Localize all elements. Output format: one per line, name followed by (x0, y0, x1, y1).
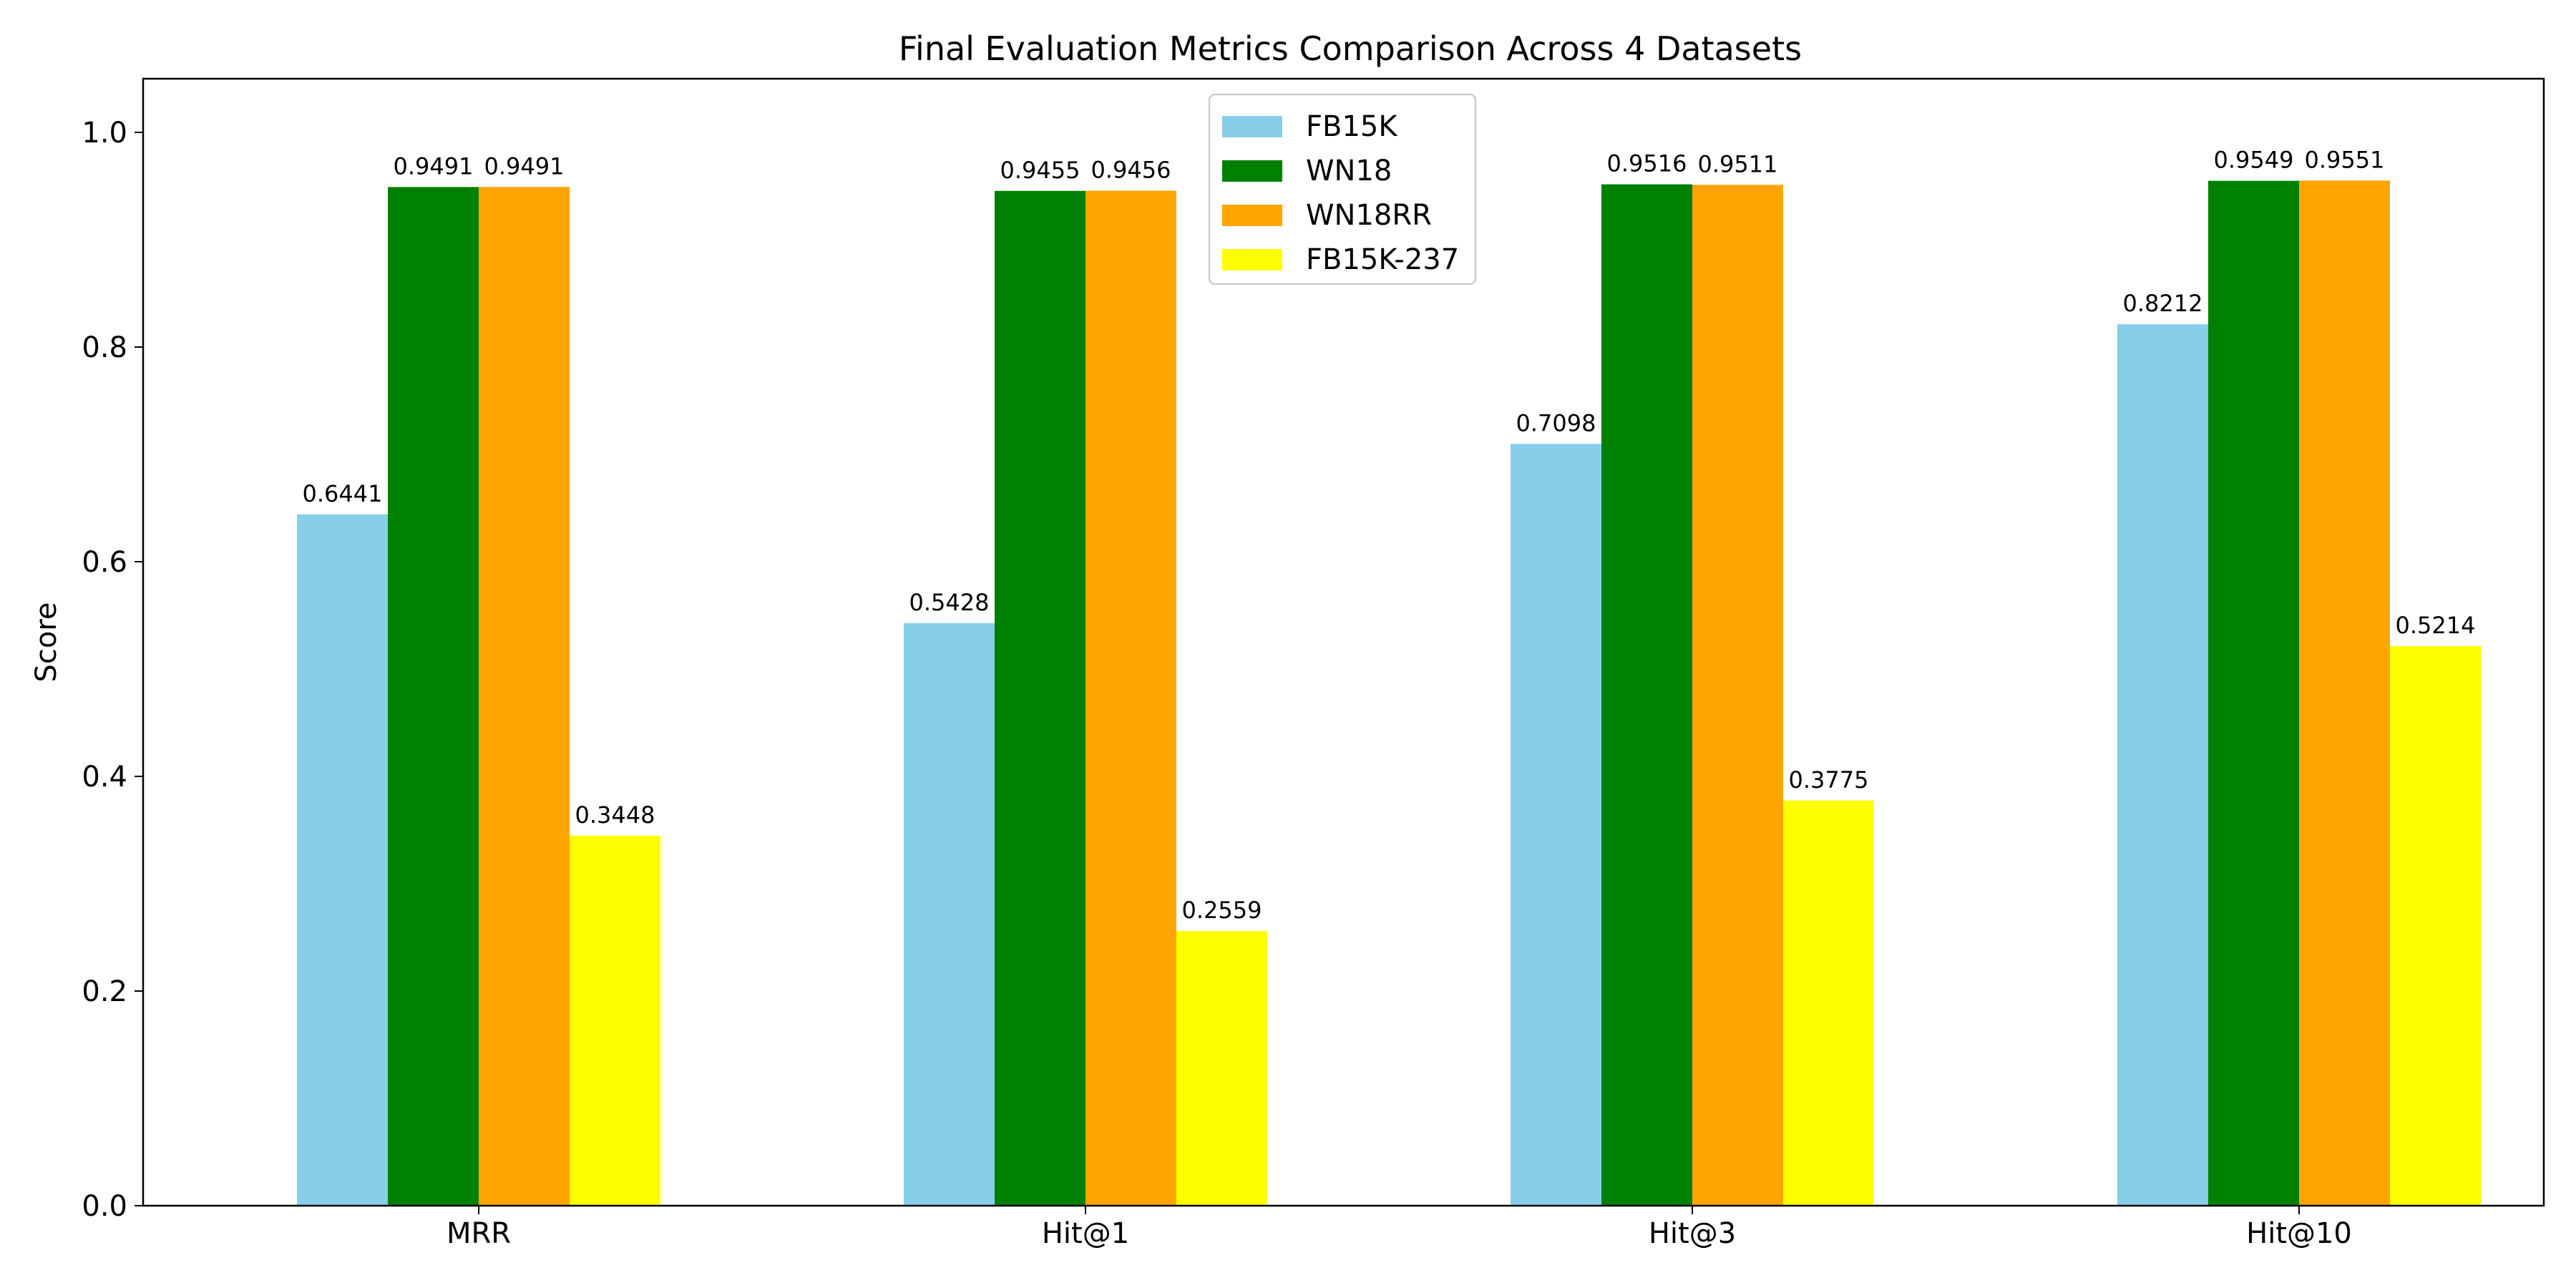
y-axis-label: Score (30, 602, 63, 682)
plot-area: 0.6441 0.9491 0.9491 0.3448 MRR 0.5428 0.9455 0… (30, 77, 2545, 1250)
bar-value-label: 0.9511 (1698, 150, 1778, 177)
legend-swatch (1222, 160, 1282, 182)
bar-value-label: 0.3448 (575, 801, 655, 829)
legend-label: WN18 (1306, 155, 1392, 187)
bar-value-label: 0.6441 (303, 480, 383, 507)
y-tick-label: 0.2 (82, 975, 127, 1008)
bar-wn18rr-hit3 (1692, 185, 1783, 1206)
bar-value-label: 0.9491 (484, 152, 565, 180)
bar-wn18-hit3 (1601, 184, 1692, 1206)
bar-value-label: 0.9549 (2214, 147, 2294, 174)
x-tick-label: Hit@10 (2246, 1217, 2352, 1250)
bar-value-label: 0.8212 (2123, 290, 2203, 317)
legend-box (1208, 93, 1477, 286)
bar-value-label: 0.3775 (1789, 766, 1869, 794)
chart-title: Final Evaluation Metrics Comparison Acro… (899, 29, 1802, 68)
bar-value-label: 0.9456 (1091, 157, 1171, 184)
bar-fb15k-237-hit1 (1176, 931, 1267, 1206)
bar-wn18rr-hit1 (1085, 190, 1176, 1206)
bar-value-label: 0.5428 (909, 589, 990, 616)
bar-value-label: 0.7098 (1516, 409, 1596, 436)
bar-fb15k-hit1 (904, 623, 995, 1206)
bar-wn18rr-hit10 (2299, 180, 2390, 1206)
bar-wn18rr-mrr (479, 187, 570, 1206)
legend-swatch (1222, 249, 1282, 270)
bar-fb15k-hit3 (1511, 444, 1601, 1206)
bar-fb15k-hit10 (2117, 324, 2208, 1206)
bar-value-label: 0.9491 (394, 152, 474, 180)
legend-label: FB15K-237 (1306, 243, 1459, 276)
y-tick-label: 0.8 (82, 331, 127, 364)
plot-frame (142, 77, 2545, 1207)
x-tick-label: MRR (447, 1217, 511, 1250)
bar-wn18-hit1 (995, 190, 1085, 1206)
legend-label: WN18RR (1306, 199, 1432, 232)
y-tick-label: 0.6 (82, 546, 127, 579)
bar-fb15k-mrr (297, 514, 388, 1206)
bar-value-label: 0.9516 (1607, 150, 1687, 177)
legend-label: FB15K (1306, 110, 1398, 143)
x-tick-label: Hit@1 (1042, 1217, 1129, 1250)
x-tick-label: Hit@3 (1649, 1217, 1736, 1250)
y-tick-label: 0.4 (82, 761, 127, 794)
y-tick-label: 1.0 (82, 117, 127, 150)
legend-swatch (1222, 205, 1282, 226)
bar-fb15k-237-hit10 (2390, 645, 2481, 1206)
bar-value-label: 0.9455 (1000, 157, 1080, 184)
bar-fb15k-237-hit3 (1783, 800, 1874, 1206)
bar-value-label: 0.9551 (2305, 146, 2385, 173)
y-tick-label: 0.0 (82, 1190, 127, 1223)
bar-value-label: 0.2559 (1182, 897, 1262, 924)
legend-swatch (1222, 116, 1282, 137)
bar-fb15k-237-mrr (570, 835, 660, 1206)
bar-wn18-hit10 (2208, 180, 2299, 1206)
bar-wn18-mrr (388, 187, 479, 1206)
bar-value-label: 0.5214 (2396, 612, 2476, 639)
